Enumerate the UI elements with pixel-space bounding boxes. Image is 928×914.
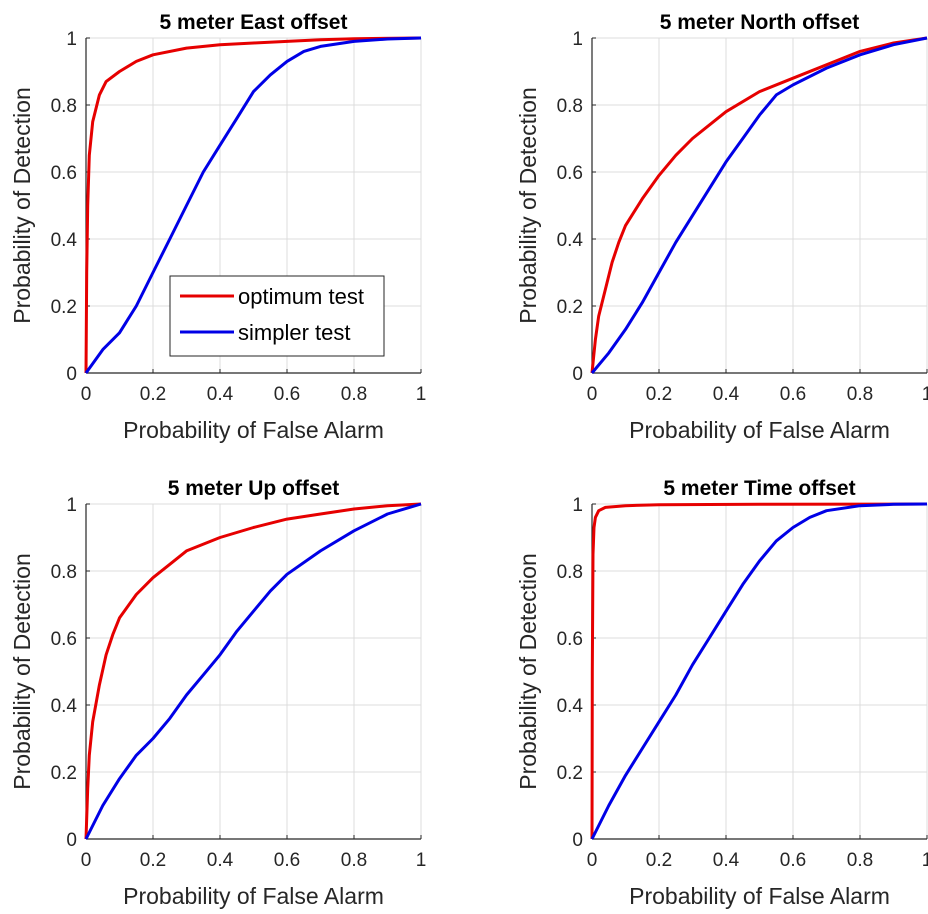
y-axis-label: Probability of Detection xyxy=(515,87,541,324)
subplot-title: 5 meter Time offset xyxy=(663,477,855,500)
x-tick-label: 0.2 xyxy=(646,384,672,405)
y-tick-label: 0.4 xyxy=(51,230,78,251)
x-tick-label: 0.6 xyxy=(780,850,806,871)
y-tick-label: 0.8 xyxy=(557,96,583,117)
series-line-simpler-test xyxy=(590,36,928,374)
y-tick-label: 0.8 xyxy=(557,562,583,583)
legend-entry-label: optimum test xyxy=(238,284,364,309)
x-tick-label: 0 xyxy=(81,850,92,871)
legend: optimum test simpler test xyxy=(169,275,385,357)
x-tick-label: 0.6 xyxy=(274,850,300,871)
x-tick-label: 0.4 xyxy=(207,850,234,871)
x-tick-label: 0.4 xyxy=(713,384,740,405)
y-tick-label: 0.6 xyxy=(51,629,77,650)
series-line-optimum-test xyxy=(590,36,928,374)
x-tick-label: 0 xyxy=(587,850,598,871)
x-tick-label: 1 xyxy=(922,384,928,405)
x-tick-label: 0 xyxy=(587,384,598,405)
x-tick-label: 0.8 xyxy=(341,850,367,871)
plot-area xyxy=(592,504,927,839)
legend-entry-label: simpler test xyxy=(238,320,350,345)
y-tick-label: 0.8 xyxy=(51,562,77,583)
x-tick-label: 0.2 xyxy=(140,850,166,871)
subplot-title: 5 meter East offset xyxy=(160,11,348,34)
x-tick-label: 0.2 xyxy=(646,850,672,871)
subplot-title: 5 meter Up offset xyxy=(168,477,340,500)
legend-box xyxy=(169,275,385,357)
y-tick-label: 0 xyxy=(66,830,77,851)
y-tick-label: 1 xyxy=(66,29,77,50)
y-tick-label: 0.4 xyxy=(51,696,78,717)
y-tick-label: 0.2 xyxy=(557,763,583,784)
x-tick-label: 0.6 xyxy=(274,384,300,405)
series-line-optimum-test xyxy=(84,502,422,840)
x-tick-label: 0 xyxy=(81,384,92,405)
subplot-3: 0 0.2 0.4 0.6 0.8 1 0 0.2 0.4 0.6 0.8 1 5 meter Up o… xyxy=(9,477,426,909)
y-axis-label: Probability of Detection xyxy=(9,87,35,324)
y-tick-label: 0.4 xyxy=(557,696,584,717)
y-tick-label: 0 xyxy=(572,364,583,385)
x-axis-label: Probability of False Alarm xyxy=(629,417,890,443)
series-line-optimum-test xyxy=(590,502,928,840)
y-tick-label: 1 xyxy=(66,495,77,516)
y-tick-label: 1 xyxy=(572,495,583,516)
subplot-1: 0 0.2 0.4 0.6 0.8 1 0 0.2 0.4 0.6 0.8 1 5 meter East… xyxy=(9,11,426,443)
y-tick-label: 0.2 xyxy=(51,763,77,784)
x-tick-label: 1 xyxy=(416,384,427,405)
y-tick-label: 0.6 xyxy=(51,163,77,184)
subplot-2: 0 0.2 0.4 0.6 0.8 1 0 0.2 0.4 0.6 0.8 1 5 meter Nort… xyxy=(515,11,928,443)
x-tick-label: 1 xyxy=(922,850,928,871)
y-tick-label: 0.8 xyxy=(51,96,77,117)
x-tick-label: 0.8 xyxy=(341,384,367,405)
x-axis-label: Probability of False Alarm xyxy=(123,883,384,909)
y-tick-label: 0.6 xyxy=(557,629,583,650)
x-axis-label: Probability of False Alarm xyxy=(123,417,384,443)
plot-area xyxy=(592,38,927,373)
x-tick-label: 0.4 xyxy=(713,850,740,871)
subplot-title: 5 meter North offset xyxy=(660,11,860,34)
y-tick-label: 0.2 xyxy=(51,297,77,318)
x-axis-label: Probability of False Alarm xyxy=(629,883,890,909)
y-axis-label: Probability of Detection xyxy=(9,553,35,790)
y-tick-label: 0 xyxy=(66,364,77,385)
y-tick-label: 0.2 xyxy=(557,297,583,318)
x-tick-label: 0.6 xyxy=(780,384,806,405)
y-axis-label: Probability of Detection xyxy=(515,553,541,790)
series-line-simpler-test xyxy=(84,502,422,840)
y-tick-label: 0.6 xyxy=(557,163,583,184)
y-tick-label: 0.4 xyxy=(557,230,584,251)
series-line-simpler-test xyxy=(84,36,422,374)
series-line-simpler-test xyxy=(590,502,928,840)
subplot-4: 0 0.2 0.4 0.6 0.8 1 0 0.2 0.4 0.6 0.8 1 5 meter Time… xyxy=(515,477,928,909)
plot-area xyxy=(86,504,421,839)
y-tick-label: 0 xyxy=(572,830,583,851)
x-tick-label: 1 xyxy=(416,850,427,871)
series-line-optimum-test xyxy=(84,36,422,374)
x-tick-label: 0.2 xyxy=(140,384,166,405)
x-tick-label: 0.8 xyxy=(847,850,873,871)
x-tick-label: 0.4 xyxy=(207,384,234,405)
y-tick-label: 1 xyxy=(572,29,583,50)
x-tick-label: 0.8 xyxy=(847,384,873,405)
